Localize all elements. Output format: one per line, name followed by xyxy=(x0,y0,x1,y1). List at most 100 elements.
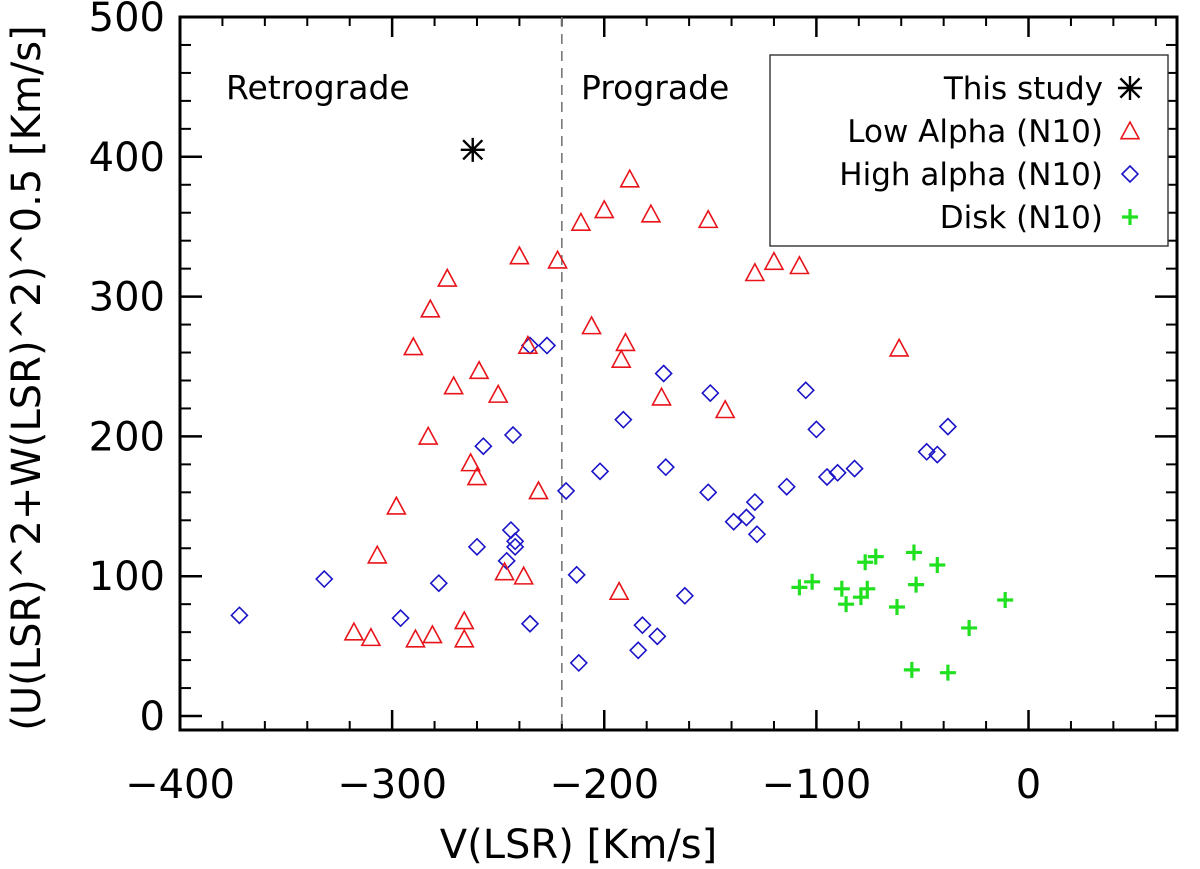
data-point-triangle xyxy=(615,332,636,352)
y-tick-label: 0 xyxy=(140,694,165,740)
data-point-triangle xyxy=(714,399,736,419)
data-point-plus xyxy=(804,573,821,590)
data-point-plus xyxy=(905,544,922,561)
data-point-triangle xyxy=(422,624,443,644)
legend-marker-diamond xyxy=(1120,164,1140,184)
data-point-diamond xyxy=(917,442,936,461)
x-axis-title: V(LSR) [Km/s] xyxy=(440,822,717,868)
data-point-diamond xyxy=(745,492,764,512)
x-tick-label: 0 xyxy=(1016,762,1041,808)
region-label-retrograde: Retrograde xyxy=(226,68,410,107)
data-point-diamond xyxy=(520,614,540,633)
data-point-triangle xyxy=(343,621,365,641)
data-point-triangle xyxy=(517,334,539,354)
data-point-diamond xyxy=(777,477,796,496)
data-point-triangle xyxy=(570,211,592,231)
data-point-triangle xyxy=(417,425,439,445)
data-point-diamond xyxy=(828,463,847,482)
y-axis-title: (U(LSR)^2+W(LSR)^2)^0.5 [Km/s] xyxy=(4,25,50,730)
x-tick-label: −100 xyxy=(761,762,871,808)
y-tick-label: 300 xyxy=(89,275,165,321)
data-point-plus xyxy=(867,548,884,565)
plot-area xyxy=(178,15,1179,732)
data-point-triangle xyxy=(460,452,481,472)
data-point-plus xyxy=(997,591,1014,608)
data-point-diamond xyxy=(928,445,947,464)
data-point-plus xyxy=(838,596,855,613)
plot-frame xyxy=(178,15,1179,732)
data-point-diamond xyxy=(474,437,493,456)
data-point-triangle xyxy=(619,168,641,188)
data-point-plus xyxy=(939,664,956,681)
data-point-triangle xyxy=(888,337,910,357)
data-point-diamond xyxy=(747,525,767,544)
legend-label: High alpha (N10) xyxy=(839,157,1103,193)
data-point-diamond xyxy=(796,381,815,400)
data-point-plus xyxy=(961,619,978,636)
data-point-plus xyxy=(903,661,920,678)
region-label-prograde: Prograde xyxy=(581,68,729,107)
data-point-triangle xyxy=(640,203,662,223)
data-point-diamond xyxy=(506,537,525,556)
data-point-diamond xyxy=(938,417,958,436)
data-point-triangle xyxy=(547,249,568,269)
data-point-diamond xyxy=(506,532,525,551)
legend-marker-plus xyxy=(1122,209,1138,225)
series-high-alpha-n10 xyxy=(230,336,958,673)
y-tick-label: 400 xyxy=(89,135,165,181)
y-tick-label: 500 xyxy=(89,0,165,41)
data-point-diamond xyxy=(737,508,756,527)
data-point-triangle xyxy=(608,580,630,601)
data-point-triangle xyxy=(366,544,388,564)
data-point-triangle xyxy=(402,336,424,356)
x-tick-label: −300 xyxy=(337,762,447,808)
data-point-diamond xyxy=(556,481,576,501)
legend-marker-triangle xyxy=(1119,120,1141,140)
data-point-triangle xyxy=(436,267,458,287)
data-point-diamond xyxy=(590,462,610,481)
data-point-triangle xyxy=(487,383,509,403)
data-point-diamond xyxy=(497,551,516,570)
data-point-triangle xyxy=(651,386,672,406)
legend-label: This study xyxy=(943,71,1103,107)
data-point-plus xyxy=(908,576,925,593)
data-point-triangle xyxy=(360,627,382,647)
data-point-plus xyxy=(857,554,874,571)
legend-marker-asterisk xyxy=(1118,76,1142,100)
data-point-triangle xyxy=(386,495,407,515)
legend: This study Low Alpha (N10) High alpha (N10… xyxy=(769,54,1169,247)
data-point-diamond xyxy=(391,609,410,628)
legend-box xyxy=(769,54,1169,247)
data-point-diamond xyxy=(675,586,694,605)
data-point-plus xyxy=(929,557,946,574)
data-point-triangle xyxy=(763,250,785,271)
legend-label: Disk (N10) xyxy=(940,200,1103,236)
data-point-diamond xyxy=(633,616,652,635)
data-point-diamond xyxy=(503,425,523,445)
data-point-diamond xyxy=(701,383,720,403)
data-point-diamond xyxy=(629,641,648,660)
data-point-diamond xyxy=(656,458,675,477)
data-point-triangle xyxy=(581,315,602,335)
x-tick-label: −200 xyxy=(549,762,659,808)
data-point-triangle xyxy=(697,209,719,229)
y-tick-label: 100 xyxy=(89,554,165,600)
data-point-diamond xyxy=(845,459,864,478)
data-point-diamond xyxy=(807,420,826,439)
data-point-triangle xyxy=(610,348,632,368)
x-tick-label: −400 xyxy=(125,762,235,808)
series-low-alpha-n10 xyxy=(343,168,910,648)
data-point-triangle xyxy=(513,565,534,585)
series-this-study xyxy=(460,137,485,162)
data-point-triangle xyxy=(453,610,475,630)
data-point-diamond xyxy=(648,627,667,646)
legend-label: Low Alpha (N10) xyxy=(847,114,1103,150)
data-point-asterisk xyxy=(460,137,485,162)
data-point-plus xyxy=(888,598,905,615)
data-point-diamond xyxy=(817,467,837,487)
data-point-triangle xyxy=(509,245,530,265)
data-point-triangle xyxy=(443,375,464,395)
data-point-triangle xyxy=(494,561,515,581)
data-point-diamond xyxy=(230,606,249,625)
data-point-plus xyxy=(852,589,869,606)
